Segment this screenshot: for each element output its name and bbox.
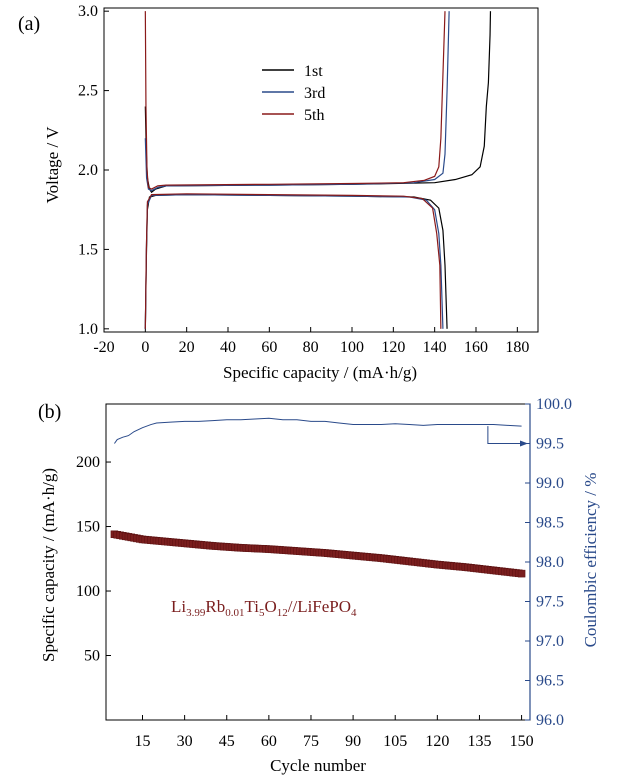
x-tick-label: 30 <box>177 733 193 750</box>
y2-tick-label: 99.0 <box>536 475 564 492</box>
x-tick-label: 45 <box>219 733 235 750</box>
x-tick-label: 105 <box>383 733 407 750</box>
panel-b-plot-frame <box>105 403 531 721</box>
y-tick-label: 150 <box>76 519 100 536</box>
x-tick-label: 0 <box>141 339 149 356</box>
x-tick-label: 180 <box>505 339 529 356</box>
y2-tick-label: 97.5 <box>536 594 564 611</box>
x-tick-label: 120 <box>425 733 449 750</box>
panel-a-lines <box>144 11 492 329</box>
x-tick-label: 20 <box>179 339 195 356</box>
panel-a-x-axis-label: Specific capacity / (mA·h/g) <box>223 363 417 382</box>
y2-tick-label: 99.5 <box>536 436 564 453</box>
x-tick-label: 150 <box>510 733 534 750</box>
legend-label-1st: 1st <box>304 63 323 80</box>
x-tick-label: -20 <box>93 339 114 356</box>
y2-tick-label: 96.5 <box>536 673 564 690</box>
arrow-head <box>520 440 528 447</box>
y-tick-label: 50 <box>84 648 100 665</box>
y-tick-label: 2.5 <box>78 83 98 100</box>
panel-b-x-axis-label: Cycle number <box>270 756 366 775</box>
legend-label-5th: 5th <box>304 107 324 124</box>
x-tick-label: 140 <box>423 339 447 356</box>
y2-tick-label: 96.0 <box>536 712 564 729</box>
y2-tick-label: 98.5 <box>536 515 564 532</box>
series-line-3rd <box>144 11 450 192</box>
panel-b-y2-axis-label: Coulombic efficiency / % <box>581 473 600 648</box>
efficiency-line <box>114 417 522 444</box>
x-tick-label: 100 <box>340 339 364 356</box>
y2-tick-label: 100.0 <box>536 396 572 413</box>
efficiency-axis-arrow <box>487 426 528 447</box>
x-tick-label: 120 <box>381 339 405 356</box>
panel-b-capacity-series <box>110 530 526 578</box>
legend-label-3rd: 3rd <box>304 85 325 102</box>
panel-a-legend: 1st 3rd 5th <box>262 63 325 124</box>
x-tick-label: 135 <box>467 733 491 750</box>
panel-a-plot-frame <box>103 7 539 333</box>
x-tick-label: 75 <box>303 733 319 750</box>
y-tick-label: 100 <box>76 583 100 600</box>
y2-tick-label: 97.0 <box>536 633 564 650</box>
y-tick-label: 1.0 <box>78 321 98 338</box>
x-tick-label: 90 <box>345 733 361 750</box>
cell-composition-annotation: Li3.99Rb0.01Ti5O12//LiFePO4 <box>171 597 357 619</box>
arrow-line <box>487 426 524 444</box>
x-tick-label: 160 <box>464 339 488 356</box>
panel-a-voltage-profile: (a) -20 0 20 40 60 80 100 120 140 160 180 1.0 1.5 2.0… <box>18 3 539 382</box>
x-tick-label: 60 <box>261 733 277 750</box>
panel-b-cycling: (b) 15 30 45 60 75 90 105 120 135 150 50 100 150 200 9… <box>38 396 600 775</box>
y-tick-label: 3.0 <box>78 3 98 20</box>
x-tick-label: 60 <box>261 339 277 356</box>
panel-b-label: (b) <box>38 401 61 423</box>
y-tick-label: 1.5 <box>78 241 98 258</box>
y-tick-label: 2.0 <box>78 162 98 179</box>
panel-a-ticks: -20 0 20 40 60 80 100 120 140 160 180 1.0 1.5 2.0 2.5 3… <box>78 3 529 356</box>
panel-b-ticks: 15 30 45 60 75 90 105 120 135 150 50 100 150 200 96.0 9… <box>76 396 572 750</box>
panel-a-label: (a) <box>18 13 40 35</box>
series-line-5th <box>144 11 446 190</box>
series-line-1st <box>144 194 448 329</box>
x-tick-label: 80 <box>303 339 319 356</box>
y2-tick-label: 98.0 <box>536 554 564 571</box>
series-line-5th <box>144 193 442 329</box>
panel-b-efficiency-series <box>114 417 522 444</box>
x-tick-label: 15 <box>135 733 151 750</box>
panel-b-y-axis-label: Specific capacity / (mA·h/g) <box>39 468 58 662</box>
x-tick-label: 40 <box>220 339 236 356</box>
panel-a-y-axis-label: Voltage / V <box>43 126 62 204</box>
y-tick-label: 200 <box>76 454 100 471</box>
capacity-point <box>517 569 526 578</box>
series-line-3rd <box>144 194 444 329</box>
